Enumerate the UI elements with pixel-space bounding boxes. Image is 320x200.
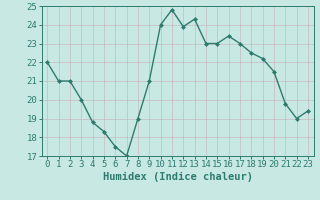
X-axis label: Humidex (Indice chaleur): Humidex (Indice chaleur) (103, 172, 252, 182)
